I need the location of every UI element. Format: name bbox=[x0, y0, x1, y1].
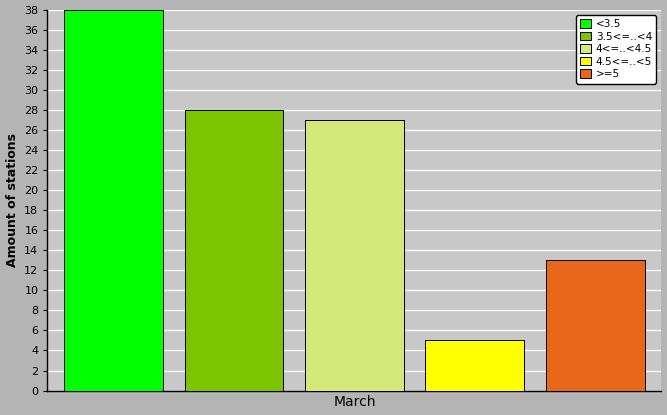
Bar bbox=[305, 120, 404, 391]
Bar bbox=[546, 260, 644, 391]
Bar bbox=[426, 340, 524, 391]
Y-axis label: Amount of stations: Amount of stations bbox=[5, 133, 19, 267]
Bar bbox=[185, 110, 283, 391]
Bar bbox=[64, 10, 163, 391]
Legend: <3.5, 3.5<=..<4, 4<=..<4.5, 4.5<=..<5, >=5: <3.5, 3.5<=..<4, 4<=..<4.5, 4.5<=..<5, >… bbox=[576, 15, 656, 83]
